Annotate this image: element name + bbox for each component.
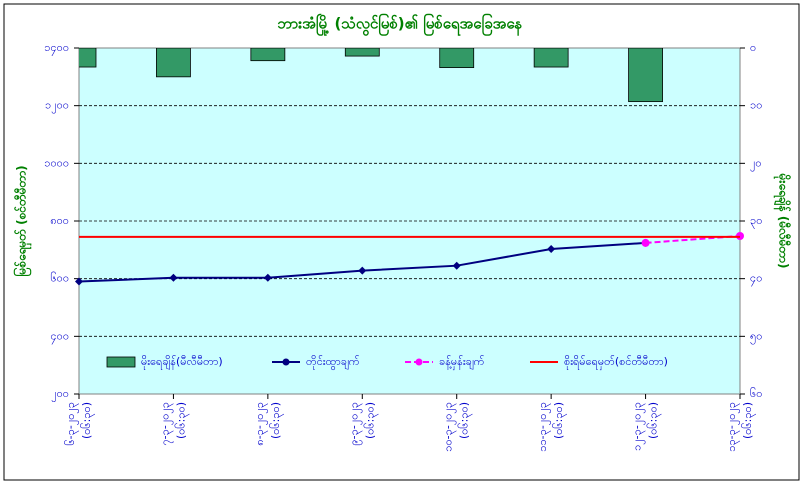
x-tick-label: ၆-၃-၂၀၂၃ [64, 402, 79, 446]
y2-tick-label: ၅၀ [750, 329, 762, 344]
x-tick-time: (၀၆:၃၀) [647, 402, 662, 439]
point [169, 273, 178, 282]
y-tick-label: ၁၂၀၀ [45, 99, 69, 114]
point [641, 238, 650, 247]
x-tick-time: (၀၆:၃၀) [552, 402, 567, 439]
x-tick-label: ၇-၃-၂၀၂၃ [158, 402, 173, 446]
y2-tick-label: ၁၀ [750, 99, 762, 112]
y-tick-label: ၁၀၀၀ [44, 156, 69, 169]
legend-marker [282, 358, 290, 366]
y-axis-label: မြစ်ရေမှတ် (စင်တီမီတာ) [12, 165, 33, 276]
x-tick-time: (၀၆:၃၀) [741, 402, 756, 439]
rain-bar [250, 48, 286, 62]
point [358, 266, 367, 275]
x-tick-label: ၉-၃-၂၀၂၃ [347, 402, 362, 446]
rain-bar [79, 48, 97, 68]
point [263, 273, 272, 282]
x-tick-label: ၁၀-၃-၂၀၂၃ [442, 402, 457, 452]
legend-label: စိုးရိမ်ရေမှတ်(စင်တီမီတာ) [564, 355, 668, 370]
x-tick-label: ၁၁-၃-၂၀၂၃ [536, 402, 551, 452]
y2-axis-label: မိုးရေချိန် (မီလီမီတာ) [773, 173, 793, 269]
rain-bar [156, 48, 191, 78]
legend-label: မိုးရေချိန်(မီလီမီတာ) [141, 355, 223, 370]
y-tick-label: ၂၀၀ [51, 387, 69, 402]
level-line [645, 234, 741, 244]
y2-tick-label: ၆၀ [750, 387, 762, 400]
y2-tick-label: ၃၀ [750, 214, 762, 229]
y2-tick-label: ၄၀ [750, 272, 762, 287]
x-tick-time: (၀၆:၃၀) [174, 402, 189, 439]
rain-bar [439, 48, 475, 69]
x-tick-time: (၀၆:၃၀) [80, 402, 95, 439]
rain-bar [344, 48, 380, 57]
legend-swatch [106, 356, 136, 368]
x-tick-label: ၁၃-၃-၂၀၂၃ [725, 402, 740, 452]
x-tick-time: (၀၆:၃၀) [458, 402, 473, 439]
y-tick-label: ၁၄၀၀ [44, 41, 69, 56]
legend-label: တိုင်းထွာချက် [306, 355, 360, 370]
plot-layer [79, 48, 663, 103]
legend-label: ခန့်မှန်းချက် [439, 355, 485, 370]
x-tick-time: (၀၆:၃၀) [269, 402, 284, 439]
x-tick-label: ၈-၃-၂၀၂၃ [253, 402, 268, 446]
y2-tick-label: ၀ [750, 41, 756, 54]
point [452, 261, 461, 270]
x-tick-time: (၀၆:၃၀) [363, 402, 378, 439]
point [75, 277, 83, 286]
y2-tick-label: ၂၀ [750, 156, 762, 171]
y-tick-label: ၈၀၀ [50, 214, 69, 227]
point [547, 244, 556, 253]
y-tick-label: ၄၀၀ [50, 329, 69, 344]
legend-marker [415, 358, 423, 366]
rain-bar [628, 48, 663, 103]
rain-bar [533, 48, 569, 68]
y-tick-label: ၆၀၀ [50, 272, 69, 285]
x-tick-label: ၁၂-၃-၂၀၂၃ [631, 402, 646, 451]
